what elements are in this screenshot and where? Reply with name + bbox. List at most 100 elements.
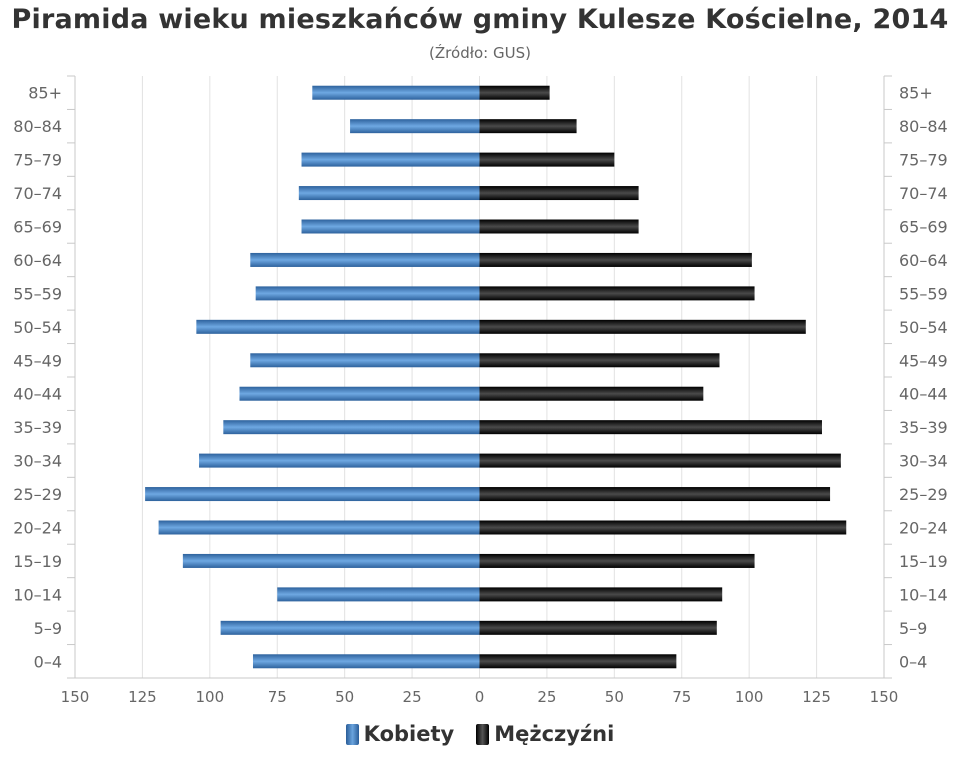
bar-mezczyzni[interactable]: [479, 252, 752, 267]
bar-mezczyzni[interactable]: [479, 620, 717, 635]
bar-mezczyzni[interactable]: [479, 487, 831, 502]
y-category-label-left: 10–14: [13, 585, 62, 604]
bar-mezczyzni[interactable]: [479, 219, 639, 234]
y-category-label-left: 60–64: [13, 251, 62, 270]
bar-kobiety[interactable]: [312, 85, 480, 100]
legend-item-mezczyzni[interactable]: Mężczyźni: [476, 722, 614, 746]
x-tick-label: 50: [335, 688, 354, 706]
legend-item-kobiety[interactable]: Kobiety: [345, 722, 455, 746]
y-category-label-left: 70–74: [13, 184, 62, 203]
y-category-label-left: 85+: [28, 84, 62, 103]
x-tick-label: 125: [802, 688, 831, 706]
bar-kobiety[interactable]: [350, 119, 480, 134]
bar-mezczyzni[interactable]: [479, 286, 755, 301]
bar-kobiety[interactable]: [223, 420, 480, 435]
y-category-label-left: 25–29: [13, 485, 62, 504]
bar-mezczyzni[interactable]: [479, 85, 550, 100]
y-category-label-left: 75–79: [13, 151, 62, 170]
bar-kobiety[interactable]: [255, 286, 480, 301]
bar-mezczyzni[interactable]: [479, 420, 822, 435]
x-tick-label: 100: [735, 688, 764, 706]
bar-mezczyzni[interactable]: [479, 587, 723, 602]
x-tick-label: 75: [672, 688, 691, 706]
legend-label-kobiety: Kobiety: [363, 722, 455, 746]
y-category-label-right: 35–39: [899, 418, 948, 437]
y-category-label-left: 20–24: [13, 519, 62, 538]
y-category-label-right: 10–14: [899, 585, 948, 604]
y-category-label-left: 65–69: [13, 218, 62, 237]
y-category-label-right: 70–74: [899, 184, 948, 203]
y-category-label-right: 20–24: [899, 519, 948, 538]
bar-kobiety[interactable]: [298, 186, 480, 201]
bar-kobiety[interactable]: [239, 386, 480, 401]
legend-swatch-mezczyzni: [476, 723, 490, 745]
bar-mezczyzni[interactable]: [479, 186, 639, 201]
bar-mezczyzni[interactable]: [479, 319, 806, 334]
y-category-label-right: 40–44: [899, 385, 948, 404]
axes: [67, 75, 892, 679]
y-category-label-right: 75–79: [899, 151, 948, 170]
legend-swatch-kobiety: [345, 723, 359, 745]
bar-kobiety[interactable]: [277, 587, 480, 602]
bar-mezczyzni[interactable]: [479, 520, 847, 535]
y-category-label-right: 50–54: [899, 318, 948, 337]
legend-label-mezczyzni: Mężczyźni: [494, 722, 615, 746]
bar-mezczyzni[interactable]: [479, 654, 677, 669]
y-category-label-left: 0–4: [34, 652, 62, 671]
chart-title: Piramida wieku mieszkańców gminy Kulesze…: [11, 4, 949, 35]
x-tick-label: 50: [605, 688, 624, 706]
y-category-label-left: 15–19: [13, 552, 62, 571]
y-category-label-left: 40–44: [13, 385, 62, 404]
x-tick-label: 150: [870, 688, 899, 706]
bar-mezczyzni[interactable]: [479, 119, 577, 134]
bar-mezczyzni[interactable]: [479, 386, 704, 401]
legend: Kobiety Mężczyźni: [0, 722, 960, 746]
y-category-label-left: 50–54: [13, 318, 62, 337]
y-category-label-left: 80–84: [13, 117, 62, 136]
grid-lines: [141, 76, 818, 678]
y-category-label-right: 5–9: [899, 619, 927, 638]
y-category-label-right: 0–4: [899, 652, 927, 671]
y-category-label-right: 45–49: [899, 351, 948, 370]
y-category-label-right: 60–64: [899, 251, 948, 270]
y-category-label-left: 30–34: [13, 452, 62, 471]
bar-kobiety[interactable]: [250, 252, 480, 267]
y-category-label-right: 65–69: [899, 218, 948, 237]
y-category-label-left: 5–9: [34, 619, 62, 638]
bar-kobiety[interactable]: [252, 654, 480, 669]
x-tick-label: 125: [128, 688, 157, 706]
y-category-label-right: 25–29: [899, 485, 948, 504]
y-category-label-right: 30–34: [899, 452, 948, 471]
bar-kobiety[interactable]: [301, 219, 480, 234]
bar-mezczyzni[interactable]: [479, 553, 755, 568]
bar-kobiety[interactable]: [145, 487, 480, 502]
x-tick-label: 0: [475, 688, 485, 706]
bar-mezczyzni[interactable]: [479, 152, 615, 167]
bar-kobiety[interactable]: [250, 353, 480, 368]
x-tick-label: 75: [268, 688, 287, 706]
labels: 150 125 100 75 50 25 0 25 50 75 100 125 150 85+ 85+ 80–…: [13, 84, 947, 706]
y-category-label-right: 85+: [899, 84, 933, 103]
bar-kobiety[interactable]: [199, 453, 480, 468]
y-category-label-right: 55–59: [899, 284, 948, 303]
y-category-label-right: 15–19: [899, 552, 948, 571]
chart-subtitle: (Źródło: GUS): [429, 44, 531, 62]
y-category-label-right: 80–84: [899, 117, 948, 136]
bar-kobiety[interactable]: [301, 152, 480, 167]
x-tick-label: 100: [196, 688, 225, 706]
x-tick-label: 25: [403, 688, 422, 706]
x-tick-label: 150: [61, 688, 90, 706]
bars: [145, 85, 847, 669]
x-tick-label: 25: [537, 688, 556, 706]
bar-kobiety[interactable]: [158, 520, 480, 535]
bar-mezczyzni[interactable]: [479, 353, 720, 368]
bar-mezczyzni[interactable]: [479, 453, 841, 468]
y-category-label-left: 45–49: [13, 351, 62, 370]
bar-kobiety[interactable]: [196, 319, 480, 334]
bar-kobiety[interactable]: [220, 620, 480, 635]
y-category-label-left: 35–39: [13, 418, 62, 437]
bar-kobiety[interactable]: [182, 553, 480, 568]
y-category-label-left: 55–59: [13, 284, 62, 303]
